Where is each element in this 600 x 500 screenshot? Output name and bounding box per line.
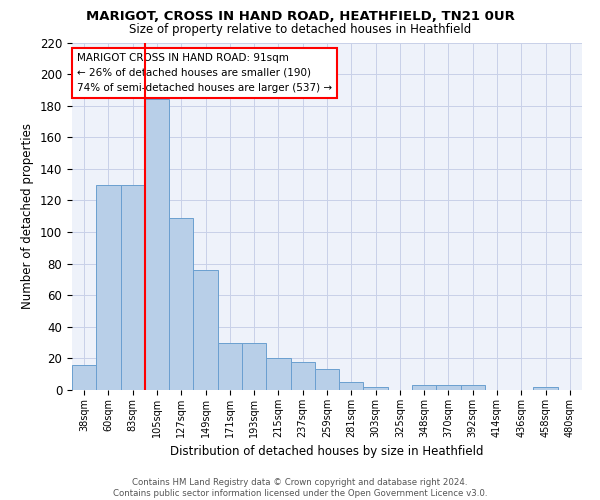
Text: MARIGOT, CROSS IN HAND ROAD, HEATHFIELD, TN21 0UR: MARIGOT, CROSS IN HAND ROAD, HEATHFIELD,… — [86, 10, 514, 23]
Bar — [169, 218, 193, 390]
Text: MARIGOT CROSS IN HAND ROAD: 91sqm
← 26% of detached houses are smaller (190)
74%: MARIGOT CROSS IN HAND ROAD: 91sqm ← 26% … — [77, 53, 332, 92]
Bar — [533, 387, 558, 390]
Text: Size of property relative to detached houses in Heathfield: Size of property relative to detached ho… — [129, 22, 471, 36]
Bar — [290, 362, 315, 390]
Text: Contains HM Land Registry data © Crown copyright and database right 2024.
Contai: Contains HM Land Registry data © Crown c… — [113, 478, 487, 498]
Bar — [218, 342, 242, 390]
Bar — [266, 358, 290, 390]
Bar — [364, 387, 388, 390]
Bar — [315, 370, 339, 390]
Bar — [461, 386, 485, 390]
Bar — [145, 100, 169, 390]
Bar — [121, 184, 145, 390]
Bar — [339, 382, 364, 390]
Bar — [436, 386, 461, 390]
X-axis label: Distribution of detached houses by size in Heathfield: Distribution of detached houses by size … — [170, 446, 484, 458]
Bar — [72, 364, 96, 390]
Bar — [193, 270, 218, 390]
Bar — [242, 342, 266, 390]
Bar — [412, 386, 436, 390]
Y-axis label: Number of detached properties: Number of detached properties — [22, 123, 34, 309]
Bar — [96, 184, 121, 390]
